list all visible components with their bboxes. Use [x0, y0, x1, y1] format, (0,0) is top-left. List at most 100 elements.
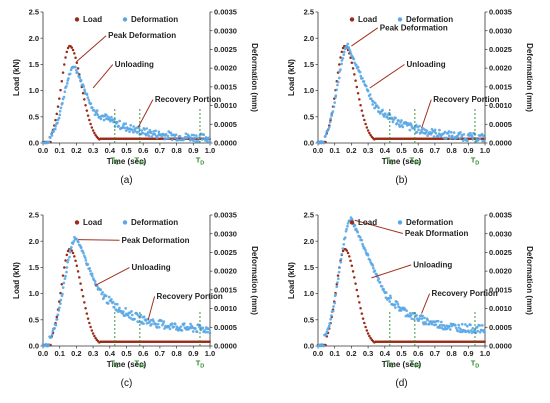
- load-point: [76, 270, 80, 273]
- deformation-point: [130, 310, 133, 313]
- x-tick-label: 0.5: [121, 349, 131, 358]
- load-point: [81, 295, 85, 298]
- deformation-point: [123, 126, 127, 130]
- deformation-point: [478, 324, 482, 327]
- deformation-point: [426, 318, 429, 322]
- y-right-tick-label: 0.0020: [489, 64, 512, 73]
- y-right-tick-label: 0.0010: [489, 304, 512, 313]
- x-tick-label: 0.7: [155, 146, 165, 155]
- deformation-point: [118, 306, 121, 310]
- deformation-point: [59, 298, 63, 302]
- x-tick-label: 0.8: [446, 146, 456, 155]
- deformation-point: [334, 94, 338, 97]
- deformation-point: [342, 243, 346, 246]
- deformation-point: [96, 113, 100, 117]
- deformation-point: [330, 314, 333, 317]
- load-point: [483, 340, 486, 344]
- deformation-point: [382, 287, 385, 291]
- y-left-tick-label: 0.5: [304, 112, 314, 121]
- load-point: [84, 103, 87, 107]
- load-point: [61, 274, 65, 277]
- deformation-point: [358, 70, 362, 74]
- y-left-tick-label: 1.0: [304, 86, 314, 95]
- deformation-point: [124, 306, 128, 310]
- deformation-point: [142, 322, 145, 326]
- deformation-point: [359, 74, 363, 78]
- deformation-point: [456, 329, 460, 333]
- deformation-point: [188, 139, 192, 142]
- time-marker-label: T66: [410, 156, 421, 167]
- x-tick-label: 0.6: [138, 146, 148, 155]
- y-right-tick-label: 0.0020: [214, 64, 237, 73]
- deformation-point: [48, 136, 52, 139]
- y-left-tick-label: 1.5: [304, 60, 314, 69]
- deformation-point: [75, 237, 78, 241]
- deformation-point: [207, 327, 211, 331]
- deformation-point: [162, 320, 166, 323]
- y-left-axis-label: Load (kN): [12, 59, 21, 96]
- x-axis-label: Time (sec): [382, 157, 422, 166]
- time-marker-label: T66: [135, 156, 146, 167]
- deformation-point: [101, 290, 104, 294]
- x-tick-label: 0.2: [71, 349, 81, 358]
- deformation-point: [136, 314, 140, 317]
- y-right-tick-label: 0.0015: [214, 82, 237, 91]
- deformation-point: [150, 135, 154, 139]
- deformation-point: [395, 300, 399, 304]
- deformation-point: [467, 330, 471, 334]
- deformation-point: [84, 258, 88, 262]
- load-point: [86, 317, 90, 320]
- deformation-point: [394, 306, 397, 309]
- load-point: [75, 61, 79, 64]
- deformation-point: [368, 93, 372, 96]
- y-right-axis-label: Deformation (mm): [250, 246, 259, 315]
- x-tick-label: 0.1: [54, 349, 64, 358]
- load-point: [360, 109, 364, 112]
- y-left-tick-label: 0.0: [29, 342, 39, 351]
- deformation-point: [482, 139, 486, 143]
- deformation-point: [179, 325, 183, 329]
- deformation-point: [99, 117, 103, 121]
- legend-load-marker: [349, 220, 355, 225]
- deformation-point: [150, 322, 154, 326]
- deformation-point: [83, 88, 86, 92]
- annotation-label: Recovery Portion: [155, 95, 221, 104]
- deformation-point: [423, 128, 427, 132]
- deformation-point: [332, 105, 336, 109]
- deformation-point: [148, 128, 152, 132]
- deformation-point: [322, 141, 326, 145]
- x-tick-label: 0.2: [71, 146, 81, 155]
- load-point: [369, 336, 372, 340]
- legend-deformation-marker: [397, 17, 403, 22]
- deformation-point: [430, 322, 434, 326]
- deformation-point: [113, 302, 117, 306]
- annotation-label: Peak Deformation: [380, 23, 448, 32]
- deformation-point: [394, 116, 397, 120]
- deformation-point: [445, 136, 448, 140]
- time-marker-label: TC: [386, 156, 395, 167]
- load-point: [65, 50, 69, 54]
- deformation-point: [68, 255, 71, 259]
- deformation-point: [361, 76, 364, 80]
- y-left-tick-label: 1.5: [304, 263, 314, 272]
- deformation-point: [364, 84, 368, 88]
- x-tick-label: 1.0: [480, 146, 490, 155]
- y-left-tick-label: 0.5: [29, 315, 39, 324]
- deformation-point: [74, 68, 78, 72]
- deformation-point: [110, 298, 113, 301]
- deformation-point: [183, 322, 186, 325]
- x-tick-label: 0.9: [188, 349, 198, 358]
- deformation-point: [62, 281, 66, 285]
- deformation-point: [415, 313, 418, 317]
- y-left-tick-label: 0.5: [304, 315, 314, 324]
- deformation-point: [412, 317, 416, 321]
- x-tick-label: 0.1: [54, 146, 64, 155]
- y-right-axis-label: Deformation (mm): [525, 246, 534, 315]
- y-right-tick-label: 0.0010: [214, 304, 237, 313]
- deformation-point: [152, 320, 155, 323]
- deformation-point: [454, 326, 458, 330]
- load-point: [354, 282, 357, 285]
- time-marker-label: T66: [135, 359, 146, 370]
- deformation-point: [393, 303, 397, 307]
- deformation-point: [54, 323, 58, 327]
